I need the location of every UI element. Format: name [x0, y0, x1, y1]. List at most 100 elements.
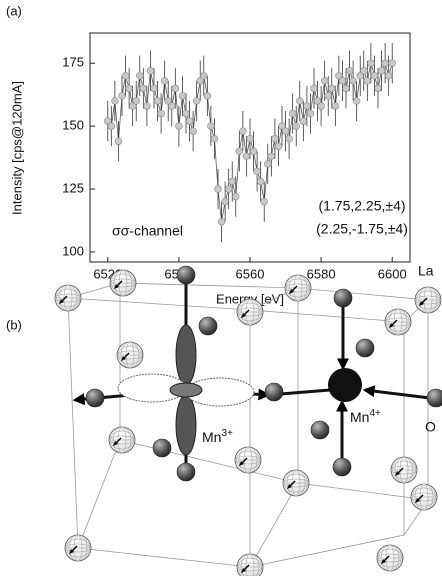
data-point	[164, 97, 172, 105]
data-point	[235, 147, 244, 155]
data-point	[107, 122, 116, 130]
x-tick-label: 6580	[307, 266, 336, 281]
data-point	[178, 92, 187, 100]
data-point	[189, 127, 197, 135]
data-point	[292, 122, 300, 130]
label-base: Mn	[202, 429, 221, 445]
data-point	[128, 102, 137, 110]
plot: 10012515017565206540656065806600	[62, 43, 407, 281]
data-point	[210, 134, 219, 143]
y-tick-label: 100	[62, 243, 84, 258]
data-point	[299, 117, 308, 125]
label-sup: 3+	[221, 428, 233, 439]
data-point	[136, 72, 144, 80]
data-point	[203, 92, 212, 100]
data-point	[356, 72, 364, 80]
data-point	[381, 59, 389, 67]
data-point	[192, 97, 201, 105]
data-point	[264, 160, 272, 168]
x-tick-label: 6560	[236, 266, 265, 281]
data-point	[182, 109, 190, 118]
data-point	[335, 72, 343, 80]
data-point	[374, 84, 382, 93]
x-tick-label: 6600	[378, 266, 407, 281]
data-point	[320, 77, 329, 85]
data-point	[338, 77, 347, 85]
data-point	[175, 122, 183, 130]
data-point	[317, 102, 325, 110]
data-point	[370, 72, 379, 80]
data-point	[281, 127, 290, 135]
data-point	[139, 84, 148, 93]
data-point	[267, 152, 276, 161]
atom-label: La	[418, 263, 434, 279]
data-point	[342, 84, 350, 93]
data-point	[310, 84, 318, 93]
data-point	[246, 134, 254, 143]
data-point	[384, 72, 393, 80]
data-point	[171, 84, 180, 93]
data-point	[143, 102, 151, 110]
data-point	[196, 77, 204, 85]
atom-label: O	[425, 419, 436, 435]
data-point	[306, 109, 315, 118]
data-point	[296, 97, 304, 105]
data-point	[228, 177, 236, 186]
data-point	[207, 122, 215, 130]
data-point	[160, 77, 169, 85]
plot-frame	[89, 32, 411, 263]
atom-label: Mn4+	[350, 408, 381, 425]
data-point	[118, 92, 126, 100]
data-point	[239, 127, 247, 135]
data-point	[242, 152, 251, 161]
data-point	[132, 97, 140, 105]
data-point	[352, 97, 361, 105]
data-point	[157, 109, 165, 118]
data-point	[217, 218, 226, 226]
y-tick-label: 125	[62, 180, 84, 195]
data-point	[271, 134, 279, 143]
data-point	[214, 185, 222, 193]
panel-label: (a)	[6, 3, 22, 18]
data-point	[328, 84, 336, 93]
data-point	[278, 122, 286, 130]
y-tick-label: 150	[62, 118, 84, 133]
y-axis-label: Intensity [cps@120mA]	[9, 81, 24, 215]
y-tick-label: 175	[62, 55, 84, 70]
label-base: Mn	[350, 409, 369, 425]
data-point	[249, 147, 258, 155]
data-point	[153, 97, 162, 105]
panel-label: (b)	[6, 317, 22, 332]
data-point	[303, 102, 311, 110]
data-point	[377, 67, 386, 75]
data-point	[313, 97, 322, 105]
data-point	[168, 102, 176, 110]
data-point	[260, 197, 268, 206]
data-point	[146, 67, 155, 75]
data-point	[349, 77, 357, 85]
annotation: (1.75,2.25,±4)	[318, 198, 405, 214]
data-point	[185, 117, 194, 125]
data-point	[345, 67, 354, 75]
data-point	[360, 67, 368, 75]
data-point	[388, 59, 396, 67]
data-point	[224, 185, 233, 193]
data-point	[256, 177, 265, 186]
data-point	[288, 109, 297, 118]
mn4-atom	[328, 368, 362, 402]
data-point	[363, 77, 372, 85]
data-point	[114, 137, 123, 145]
data-point	[285, 134, 293, 143]
data-point	[331, 102, 340, 110]
data-point	[221, 197, 229, 206]
data-point	[125, 84, 133, 93]
data-point	[121, 72, 130, 80]
data-point	[104, 117, 112, 125]
data-point	[367, 59, 375, 67]
data-point	[274, 142, 283, 150]
data-point	[111, 97, 119, 105]
data-point	[253, 167, 261, 176]
data-point	[150, 84, 158, 93]
crystal-diagram	[54, 265, 442, 576]
